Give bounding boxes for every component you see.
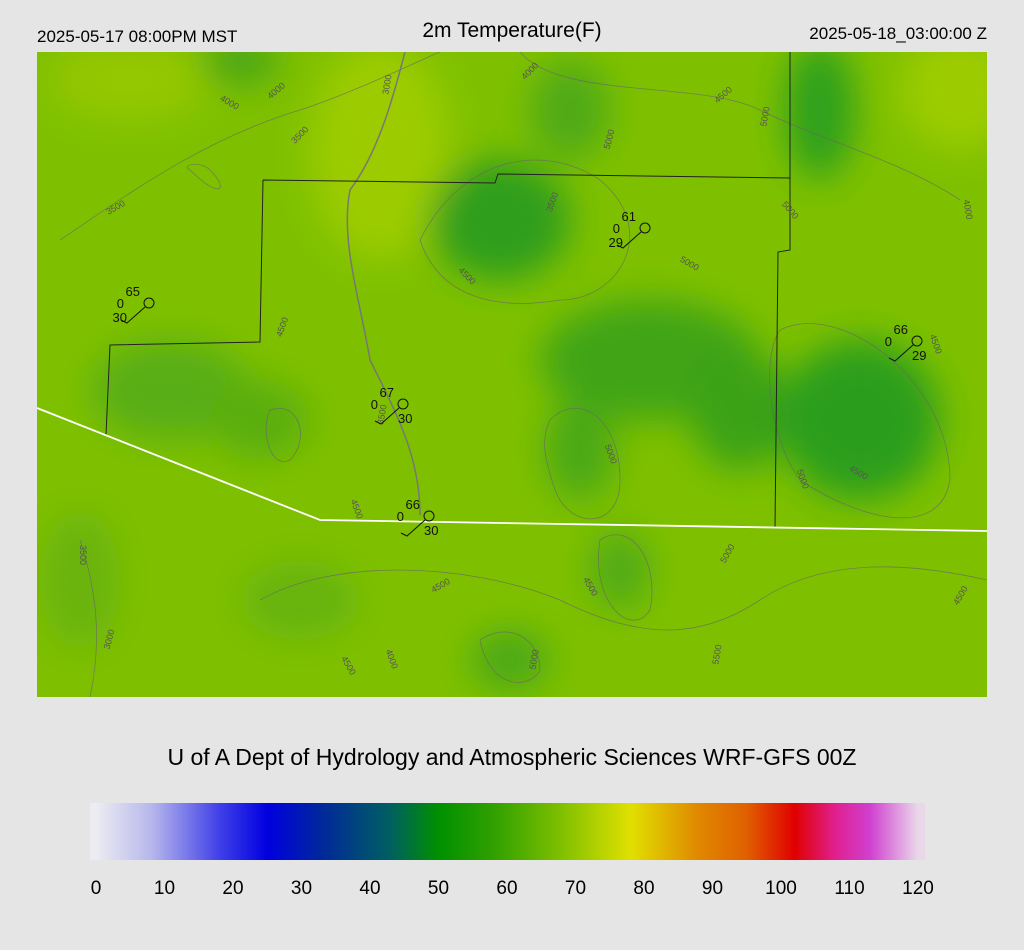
terrain-contours	[59, 52, 987, 697]
colorbar-tick-label: 120	[902, 878, 934, 899]
contour-label: 4000	[961, 199, 974, 220]
contour-label: 3000	[380, 74, 393, 95]
colorbar-tick-label: 80	[633, 878, 654, 899]
river	[346, 52, 421, 516]
station-plot: 660 29	[885, 322, 927, 363]
wind-barb	[120, 306, 146, 324]
station-zero: 0	[885, 334, 892, 349]
station-dewpoint: 30	[113, 310, 127, 325]
station-circle	[911, 335, 923, 347]
station-zero: 0	[397, 509, 404, 524]
station-zero: 0	[117, 296, 124, 311]
station-circle	[143, 297, 155, 309]
temperature-field	[40, 52, 987, 690]
station-temperature: 65	[126, 284, 140, 299]
contour-label: 3500	[78, 545, 88, 565]
wind-barb	[400, 519, 426, 537]
colorbar-tick-label: 0	[91, 878, 102, 899]
station-dewpoint: 30	[424, 523, 438, 538]
colorbar-tick-label: 100	[765, 878, 797, 899]
wind-barb	[616, 231, 642, 249]
colorbar-tick-label: 60	[496, 878, 517, 899]
wind-barb	[374, 407, 400, 425]
station-plot: 670 30	[371, 385, 413, 426]
wind-barb	[888, 344, 914, 362]
station-dewpoint: 30	[398, 411, 412, 426]
station-zero: 0	[371, 397, 378, 412]
station-circle	[639, 222, 651, 234]
station-plot: 660 30	[397, 497, 439, 538]
station-temperature: 67	[380, 385, 394, 400]
colorbar-tick-label: 40	[359, 878, 380, 899]
station-temperature: 66	[894, 322, 908, 337]
county-borders	[105, 52, 791, 529]
colorbar-tick-label: 50	[428, 878, 449, 899]
contour-label: 5000	[527, 649, 540, 670]
station-circle	[423, 510, 435, 522]
colorbar-tick-label: 110	[834, 878, 864, 899]
colorbar-ticks: 0 10 20 30 40 50 60 70 80 90 100 110 120	[91, 878, 934, 899]
colorbar-tick-label: 90	[702, 878, 723, 899]
colorbar	[90, 803, 925, 860]
colorbar-tick-label: 70	[565, 878, 586, 899]
contour-label: 5000	[758, 106, 771, 127]
credit-line: U of A Dept of Hydrology and Atmospheric…	[167, 744, 856, 770]
state-border	[37, 407, 987, 532]
station-temperature: 61	[622, 209, 636, 224]
map-title: 2m Temperature(F)	[422, 19, 601, 42]
colorbar-tick-label: 20	[222, 878, 243, 899]
valid-local-time: 2025-05-17 08:00PM MST	[37, 27, 237, 46]
valid-utc-time: 2025-05-18_03:00:00 Z	[809, 24, 987, 43]
contour-label: 5500	[710, 644, 723, 665]
colorbar-tick-label: 30	[291, 878, 312, 899]
station-dewpoint: 29	[912, 348, 926, 363]
station-temperature: 66	[406, 497, 420, 512]
station-dewpoint: 29	[609, 235, 623, 250]
colorbar-tick-label: 10	[154, 878, 175, 899]
station-circle	[397, 398, 409, 410]
station-zero: 0	[613, 221, 620, 236]
